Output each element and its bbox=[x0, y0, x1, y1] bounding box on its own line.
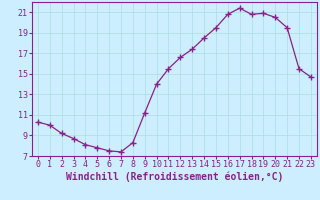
X-axis label: Windchill (Refroidissement éolien,°C): Windchill (Refroidissement éolien,°C) bbox=[66, 172, 283, 182]
